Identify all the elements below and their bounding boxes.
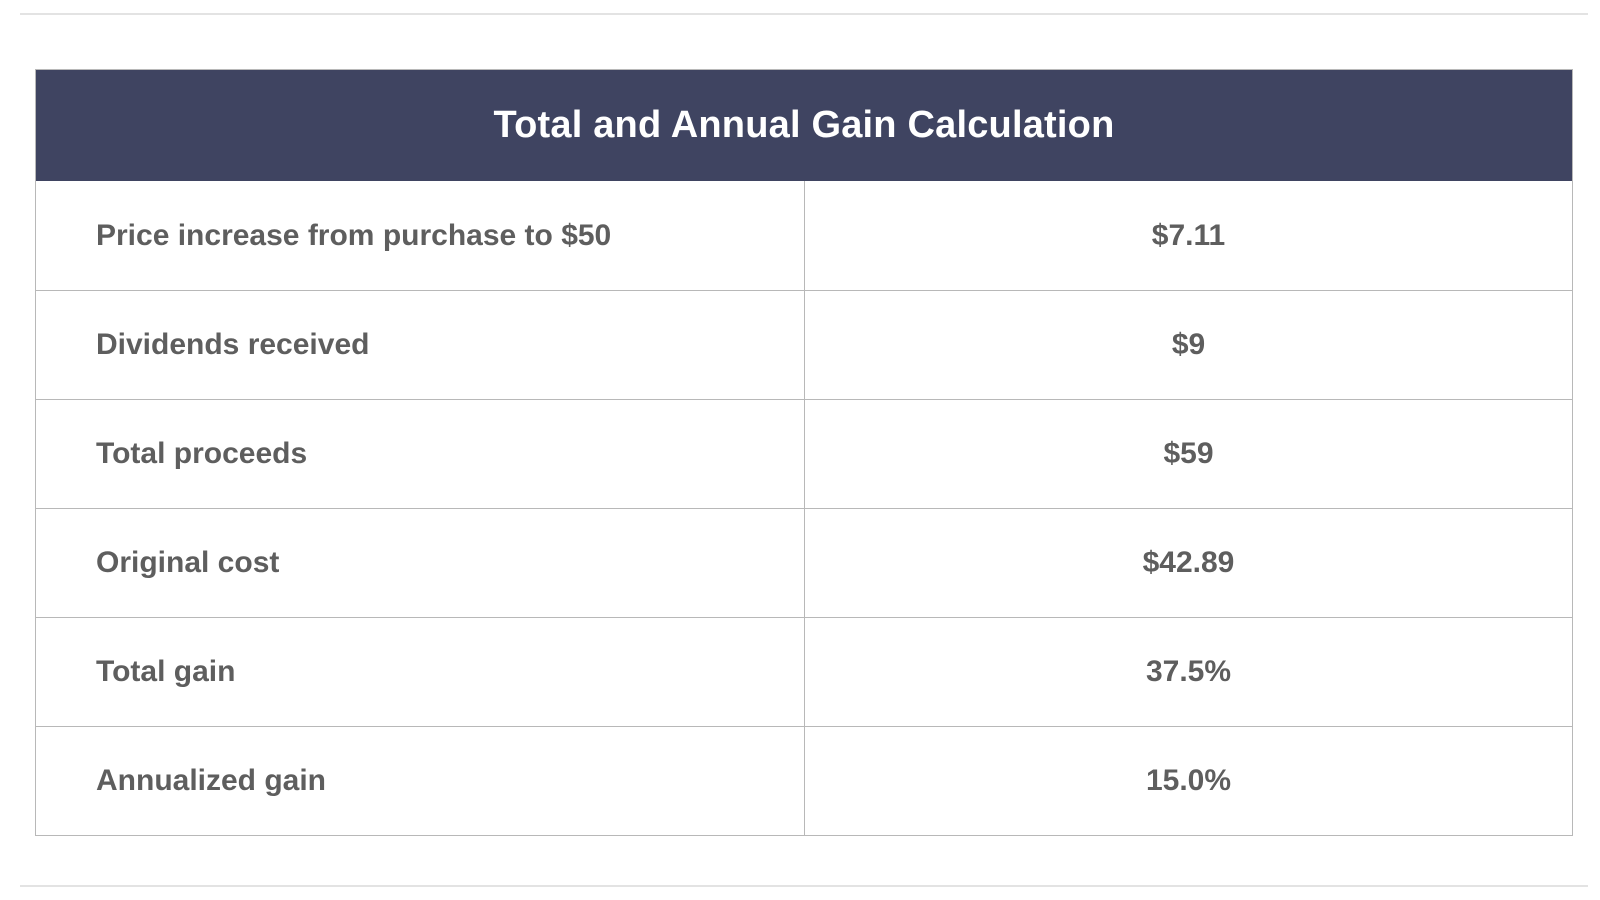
gain-calculation-table: Total and Annual Gain Calculation Price … bbox=[35, 69, 1573, 836]
table-row: Price increase from purchase to $50 $7.1… bbox=[36, 181, 1572, 290]
row-value: 37.5% bbox=[1145, 655, 1232, 688]
row-label: Price increase from purchase to $50 bbox=[36, 181, 805, 290]
row-label: Dividends received bbox=[36, 291, 805, 399]
table-row: Total gain 37.5% bbox=[36, 617, 1572, 726]
row-value: $59 bbox=[1163, 437, 1214, 470]
row-label: Annualized gain bbox=[36, 727, 805, 835]
table-row: Original cost $42.89 bbox=[36, 508, 1572, 617]
row-value: $7.11 bbox=[1151, 218, 1226, 252]
table-row: Annualized gain 15.0% bbox=[36, 726, 1572, 835]
table-row: Dividends received $9 bbox=[36, 290, 1572, 399]
table-body: Price increase from purchase to $50 $7.1… bbox=[36, 181, 1572, 835]
bottom-divider bbox=[20, 885, 1588, 887]
table-title: Total and Annual Gain Calculation bbox=[36, 70, 1572, 181]
row-label: Original cost bbox=[36, 509, 805, 617]
row-value: $9 bbox=[1171, 328, 1206, 361]
row-label: Total proceeds bbox=[36, 400, 805, 508]
top-divider bbox=[20, 13, 1588, 15]
row-value: $42.89 bbox=[1142, 546, 1235, 579]
table-row: Total proceeds $59 bbox=[36, 399, 1572, 508]
row-label: Total gain bbox=[36, 618, 805, 726]
row-value: 15.0% bbox=[1145, 764, 1232, 797]
